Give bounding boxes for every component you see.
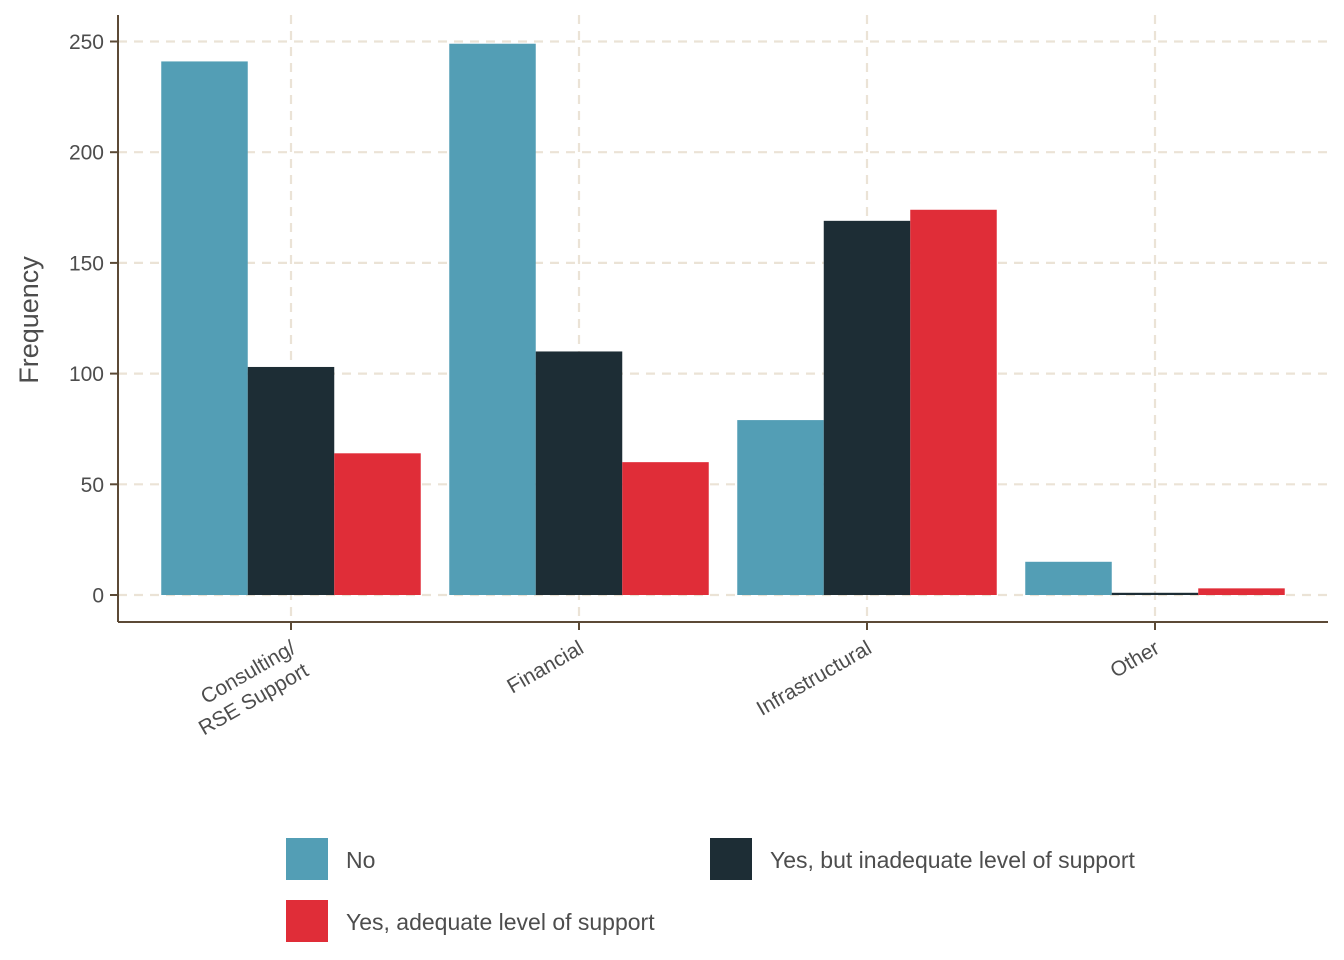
x-tick-label: Infrastructural	[753, 636, 876, 720]
legend: No Yes, but inadequate level of support Ye…	[286, 838, 1135, 942]
bar	[1111, 592, 1199, 595]
x-axis-ticks: Consulting/RSE Support Financial Infrastru…	[182, 622, 1164, 740]
bar	[247, 366, 335, 595]
bar	[622, 462, 709, 595]
y-axis-title: Frequency	[14, 256, 44, 384]
bar	[823, 220, 911, 596]
legend-swatch	[710, 838, 752, 880]
x-tick-label: Financial	[503, 636, 587, 698]
x-tick-label: Consulting/RSE Support	[182, 636, 313, 740]
bar	[910, 209, 997, 595]
x-tick-label-line: Other	[1107, 636, 1164, 682]
y-tick-label: 100	[69, 363, 104, 386]
y-tick-label: 50	[81, 474, 104, 497]
bar	[535, 351, 623, 595]
bar	[334, 453, 421, 595]
legend-label: No	[346, 847, 375, 873]
bar	[1198, 588, 1285, 595]
bar	[449, 43, 536, 596]
y-tick-label: 150	[69, 252, 104, 275]
bar	[161, 61, 248, 595]
x-tick-label: Other	[1107, 636, 1164, 682]
legend-label: Yes, adequate level of support	[346, 909, 655, 935]
y-axis-ticks: 0 50 100 150 200 250	[69, 31, 118, 608]
legend-swatch	[286, 900, 328, 942]
legend-swatch	[286, 838, 328, 880]
y-tick-label: 200	[69, 142, 104, 165]
legend-label: Yes, but inadequate level of support	[770, 847, 1135, 873]
x-tick-label-line: Financial	[503, 636, 587, 698]
x-tick-label-line: Infrastructural	[753, 636, 876, 720]
axes	[117, 15, 1328, 623]
bars	[161, 43, 1285, 596]
bar	[1025, 561, 1112, 595]
bar	[737, 420, 824, 595]
y-tick-label: 250	[69, 31, 104, 54]
y-tick-label: 0	[92, 585, 104, 608]
